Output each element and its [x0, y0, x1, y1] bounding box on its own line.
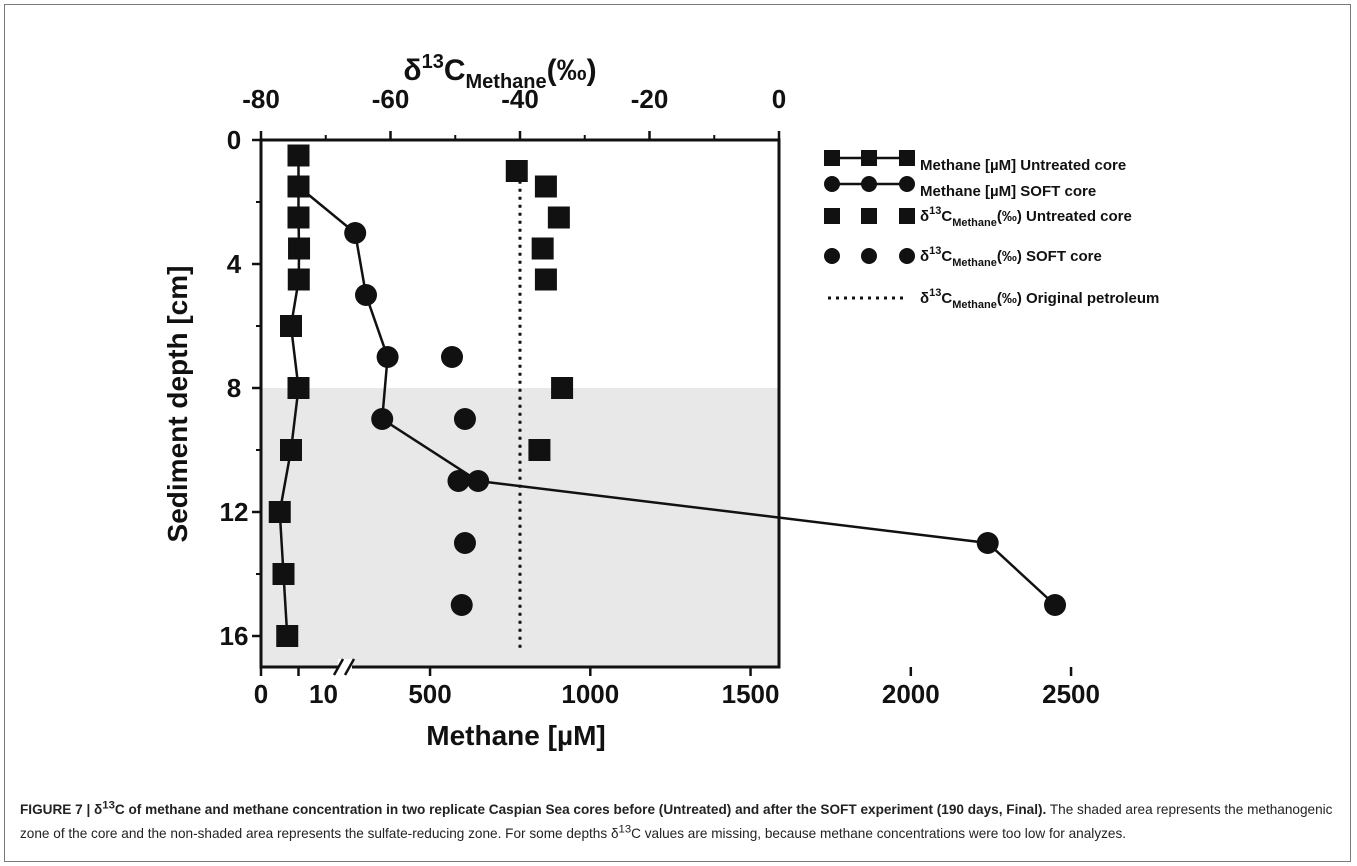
- top-tick-label: -20: [631, 84, 669, 114]
- data-point-square: [276, 625, 299, 647]
- legend-circle-marker: [824, 176, 840, 192]
- legend-square-marker: [899, 150, 915, 166]
- data-point-circle: [371, 408, 394, 430]
- legend-entry: δ13CMethane(‰) Untreated core: [824, 205, 1132, 229]
- data-point-square: [531, 237, 554, 260]
- legend-circle-marker: [824, 248, 840, 264]
- methane-depth-chart: δ13CMethane(‰) Sediment depth [cm] Metha…: [162, 51, 1159, 751]
- legend-entry: δ13CMethane(‰) SOFT core: [824, 245, 1102, 269]
- legend-entry: Methane [µM] SOFT core: [824, 176, 1096, 200]
- legend-label: δ13CMethane(‰) Untreated core: [920, 205, 1132, 229]
- y-tick-label: 4: [227, 249, 242, 279]
- legend-circle-marker: [861, 176, 877, 192]
- data-point-square: [528, 439, 551, 461]
- data-point-circle: [441, 346, 464, 368]
- data-point-square: [534, 268, 557, 291]
- data-point-square: [547, 206, 570, 229]
- data-point-circle: [376, 346, 399, 368]
- legend-square-marker: [899, 208, 915, 224]
- data-point-square: [272, 563, 295, 585]
- data-point-circle: [344, 222, 367, 244]
- top-tick-label: -40: [501, 84, 539, 114]
- figure-frame: [4, 4, 1351, 862]
- legend-entry: δ13CMethane(‰) Original petroleum: [828, 287, 1159, 311]
- y-tick-label: 16: [220, 621, 249, 651]
- legend-entry: Methane [µM] Untreated core: [824, 150, 1126, 174]
- data-point-square: [287, 377, 310, 399]
- bottom-tick-label: 1500: [722, 679, 780, 709]
- data-point-circle: [1044, 594, 1067, 616]
- legend-label: δ13CMethane(‰) Original petroleum: [920, 287, 1159, 311]
- data-point-square: [505, 160, 528, 182]
- y-axis-label: Sediment depth [cm]: [162, 266, 193, 543]
- legend-square-marker: [824, 208, 840, 224]
- legend-label: δ13CMethane(‰) SOFT core: [920, 245, 1102, 269]
- axis-break-mark: [332, 658, 345, 676]
- caption-title: FIGURE 7 | δ13C of methane and methane c…: [20, 799, 1047, 817]
- y-tick-label: 0: [227, 125, 241, 155]
- bottom-tick-label: 10: [309, 679, 338, 709]
- legend-square-marker: [861, 150, 877, 166]
- bottom-tick-label: 0: [254, 679, 268, 709]
- top-tick-label: -80: [242, 84, 280, 114]
- data-point-circle: [467, 470, 490, 492]
- legend-square-marker: [824, 150, 840, 166]
- data-point-square: [268, 501, 291, 523]
- legend-label: Methane [µM] SOFT core: [920, 183, 1096, 200]
- figure-caption: FIGURE 7 | δ13C of methane and methane c…: [20, 795, 1340, 844]
- data-point-square: [534, 175, 557, 198]
- caption-body: The shaded area represents the methanoge…: [20, 801, 1333, 842]
- data-point-square: [287, 206, 310, 229]
- data-point-circle: [976, 532, 999, 554]
- y-tick-label: 8: [227, 373, 241, 403]
- bottom-tick-label: 1000: [561, 679, 619, 709]
- bottom-tick-label: 2000: [882, 679, 940, 709]
- axis-break-mark: [343, 658, 356, 676]
- data-point-circle: [453, 408, 476, 430]
- data-point-circle: [453, 532, 476, 554]
- bottom-tick-label: 500: [408, 679, 451, 709]
- legend-circle-marker: [861, 248, 877, 264]
- data-point-square: [287, 144, 310, 167]
- data-point-square: [280, 315, 302, 337]
- top-axis-label: δ13CMethane(‰): [403, 51, 596, 93]
- data-point-circle: [447, 470, 470, 492]
- top-tick-label: 0: [772, 84, 786, 114]
- data-point-square: [287, 268, 310, 291]
- bottom-tick-label: 2500: [1042, 679, 1100, 709]
- bottom-axis-label: Methane [µM]: [426, 720, 605, 751]
- data-point-circle: [287, 175, 310, 198]
- data-point-square: [280, 439, 302, 461]
- legend-label: Methane [µM] Untreated core: [920, 157, 1126, 174]
- legend-square-marker: [861, 208, 877, 224]
- y-tick-label: 12: [220, 497, 249, 527]
- data-point-square: [551, 377, 574, 399]
- data-point-circle: [355, 284, 377, 306]
- data-point-square: [288, 237, 311, 260]
- legend-circle-marker: [899, 248, 915, 264]
- legend-circle-marker: [899, 176, 915, 192]
- top-tick-label: -60: [372, 84, 410, 114]
- data-point-circle: [450, 594, 473, 616]
